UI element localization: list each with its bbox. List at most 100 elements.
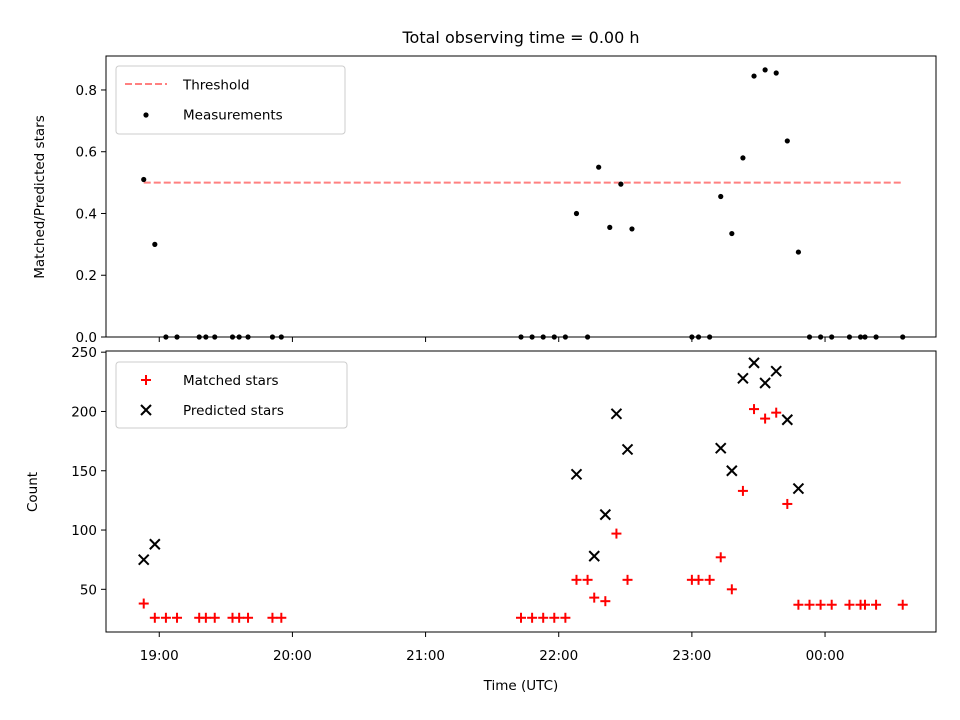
- matched-star-point: [737, 485, 748, 496]
- xtick-label: 00:00: [806, 648, 845, 664]
- matched-star-point: [804, 599, 815, 610]
- matched-star-point: [527, 612, 538, 623]
- matched-star-point: [782, 498, 793, 509]
- matched-star-point: [749, 404, 760, 415]
- measurement-point: [784, 138, 790, 144]
- bottom-y-ticks: 50 100 150 200 250: [71, 345, 106, 598]
- bottom-ytick-label: 150: [71, 464, 97, 480]
- measurement-legend-swatch: [143, 112, 149, 118]
- bottom-plot-frame: [105, 350, 937, 633]
- matched-star-point: [897, 599, 908, 610]
- xtick-label: 19:00: [140, 648, 179, 664]
- bottom-y-axis-label: Count: [25, 472, 41, 512]
- legend-matched-label: Matched stars: [183, 373, 279, 389]
- matched-star-point: [589, 592, 600, 603]
- measurement-point: [751, 73, 757, 79]
- matched-star-point: [771, 407, 782, 418]
- x-axis-label: Time (UTC): [483, 678, 559, 694]
- legend-predicted-label: Predicted stars: [183, 403, 284, 419]
- top-ytick-label: 0.4: [76, 206, 97, 222]
- bottom-ytick-label: 250: [71, 345, 97, 361]
- measurement-point: [729, 230, 735, 237]
- predicted-star-point: [748, 357, 760, 369]
- matched-star-point: [826, 599, 837, 610]
- bottom-legend: Matched stars Predicted stars: [115, 361, 348, 429]
- top-plot-frame: [105, 55, 937, 338]
- predicted-star-point: [621, 443, 634, 456]
- matched-star-point: [760, 413, 771, 424]
- bottom-ytick-label: 200: [71, 404, 97, 420]
- top-legend-box: [115, 65, 346, 135]
- matched-star-point: [276, 612, 287, 623]
- measurement-point: [795, 249, 802, 255]
- matched-star-point: [160, 612, 171, 623]
- matched-star-point: [538, 612, 549, 623]
- measurement-point: [740, 155, 746, 161]
- measurement-point: [773, 70, 779, 76]
- matched-star-point: [209, 612, 220, 623]
- predicted-legend-swatch: [140, 404, 152, 416]
- matched-star-point: [793, 599, 804, 610]
- xtick-label: 20:00: [273, 648, 312, 664]
- chart-title: Total observing time = 0.00 h: [401, 28, 639, 47]
- matched-star-point: [871, 599, 882, 610]
- matched-star-point: [571, 574, 582, 585]
- matched-star-point: [516, 612, 526, 623]
- predicted-star-point: [588, 550, 600, 562]
- matched-star-point: [234, 612, 245, 623]
- legend-measurements-label: Measurements: [183, 108, 283, 124]
- top-y-ticks: 0.0 0.2 0.4 0.6 0.8: [76, 83, 106, 346]
- matched-star-point: [172, 612, 183, 623]
- bottom-panel: Count Time (UTC) 50 100 150 200 250 19:00 20:…: [25, 345, 937, 694]
- top-ytick-label: 0.8: [76, 83, 97, 99]
- top-ytick-label: 0.2: [76, 268, 97, 284]
- matched-star-point: [560, 612, 571, 623]
- predicted-star-point: [610, 408, 623, 420]
- xtick-label: 22:00: [539, 648, 578, 664]
- predicted-star-point: [138, 553, 150, 566]
- matched-star-point: [611, 528, 622, 539]
- measurement-point: [573, 210, 580, 217]
- matched-star-point: [149, 612, 160, 623]
- bottom-ytick-label: 50: [80, 582, 97, 598]
- bottom-legend-box: [115, 361, 348, 429]
- matched-star-point: [138, 598, 149, 609]
- measurement-point: [141, 176, 147, 183]
- measurement-point: [596, 164, 602, 170]
- predicted-star-point: [599, 508, 612, 521]
- measurement-point: [629, 226, 635, 232]
- matched-star-point: [815, 599, 826, 610]
- top-ytick-label: 0.6: [76, 145, 97, 161]
- matched-star-point: [622, 574, 633, 585]
- matched-star-point: [859, 599, 870, 610]
- predicted-star-point: [570, 468, 583, 481]
- matched-star-point: [715, 552, 726, 563]
- legend-threshold-label: Threshold: [182, 78, 250, 94]
- xtick-label: 23:00: [672, 648, 711, 664]
- matched-star-point: [582, 574, 593, 585]
- top-legend: Threshold Measurements: [115, 65, 346, 135]
- predicted-star-point: [770, 365, 782, 377]
- matched-legend-swatch: [141, 375, 151, 385]
- xtick-label: 21:00: [406, 648, 445, 664]
- matched-star-point: [726, 584, 737, 595]
- matched-star-point: [549, 612, 560, 623]
- predicted-star-point: [726, 465, 738, 477]
- matched-star-point: [243, 612, 254, 623]
- matched-star-point: [693, 574, 704, 585]
- top-panel: Total observing time = 0.00 h Matched/Pr…: [32, 28, 937, 346]
- measurement-point: [152, 241, 158, 247]
- predicted-star-point: [792, 482, 805, 495]
- matched-star-point: [600, 596, 611, 607]
- measurement-point: [607, 224, 613, 230]
- matched-star-point: [267, 612, 278, 623]
- top-y-axis-label: Matched/Predicted stars: [32, 115, 48, 278]
- measurement-point: [762, 67, 768, 73]
- bottom-x-ticks: 19:00 20:00 21:00 22:00 23:00 00:00: [140, 632, 845, 664]
- matched-star-point: [844, 599, 855, 610]
- count-points: [138, 357, 908, 623]
- matched-star-point: [704, 574, 715, 585]
- predicted-star-point: [737, 372, 749, 384]
- bottom-ytick-label: 100: [71, 523, 97, 539]
